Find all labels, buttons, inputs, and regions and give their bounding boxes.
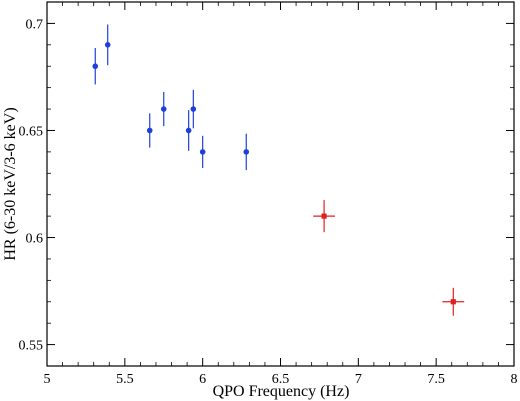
data-points xyxy=(92,24,465,316)
point-marker xyxy=(450,299,456,305)
y-tick-label: 0.55 xyxy=(19,339,44,354)
point-marker xyxy=(146,127,153,134)
x-tick-label: 5 xyxy=(44,372,51,387)
x-tick-label: 5.5 xyxy=(116,372,134,387)
point-marker xyxy=(321,213,327,219)
x-axis: 5 5.5 6 6.5 7 7.5 8 xyxy=(44,2,518,387)
x-tick-label: 7 xyxy=(355,372,362,387)
y-axis-title: HR (6-30 keV/3-6 keV) xyxy=(2,107,19,260)
x-tick-label: 7.5 xyxy=(427,372,445,387)
x-tick-label: 6.5 xyxy=(272,372,290,387)
point-marker xyxy=(160,106,167,112)
data-point xyxy=(185,110,192,151)
y-axis: 0.55 0.6 0.65 0.7 xyxy=(19,1,514,367)
y-tick-label: 0.65 xyxy=(19,124,44,139)
point-marker xyxy=(104,42,111,48)
y-tick-label: 0.6 xyxy=(26,232,44,247)
plot-frame xyxy=(46,1,515,367)
y-tick-label: 0.7 xyxy=(26,17,44,32)
data-point xyxy=(243,133,250,171)
data-point xyxy=(160,91,167,127)
point-marker xyxy=(199,149,206,155)
point-marker xyxy=(243,149,250,155)
data-point xyxy=(442,287,465,316)
x-axis-title: QPO Frequency (Hz) xyxy=(213,383,350,400)
data-point xyxy=(92,48,99,85)
point-marker xyxy=(190,106,197,112)
point-marker xyxy=(92,63,99,70)
point-marker xyxy=(185,127,192,134)
data-point xyxy=(313,200,335,233)
data-point xyxy=(190,89,197,129)
x-tick-label: 6 xyxy=(199,372,206,387)
x-tick-label: 8 xyxy=(511,372,518,387)
data-point xyxy=(104,24,111,66)
data-point xyxy=(146,113,153,148)
data-point xyxy=(199,135,206,168)
